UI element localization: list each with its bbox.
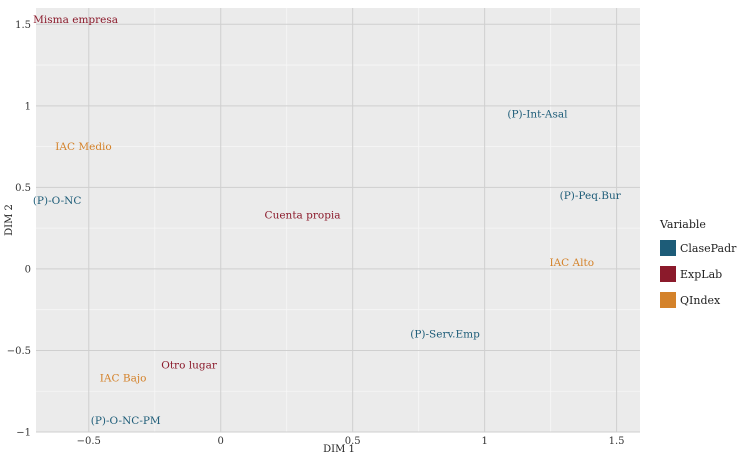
legend-item-clasepadre: ClasePadre [660,235,737,261]
point-label-iac-medio: IAC Medio [55,141,111,153]
point-label-p-o-nc-pm: (P)-O-NC-PM [91,415,161,427]
minor-gridlines [36,8,640,432]
legend-label-explab: ExpLab [680,267,723,281]
legend-title: Variable [660,218,706,231]
point-label-otro-lugar: Otro lugar [161,360,218,372]
legend: Variable ClasePadre ExpLab QIndex [660,218,737,313]
legend-label-qindex: QIndex [680,293,721,307]
y-tick-label: 1 [25,101,31,112]
x-tick-labels: −0.5 0 0.5 1 1.5 [77,436,625,447]
y-tick-label: 0 [25,264,31,275]
x-tick-label: −0.5 [77,436,101,447]
chart: −0.5 0 0.5 1 1.5 −1 −0.5 0 0.5 1 1.5 Misma empres… [4,8,640,455]
point-label-misma-empresa: Misma empresa [33,14,118,26]
y-tick-label: 1.5 [15,20,31,31]
point-label-p-o-nc: (P)-O-NC [33,195,82,207]
point-label-p-peq-bur: (P)-Peq.Bur [560,190,622,202]
y-tick-label: −1 [16,428,31,439]
x-tick-label: 0 [218,436,224,447]
legend-label-clasepadre: ClasePadre [680,241,737,255]
x-tick-label: 1 [481,436,487,447]
point-labels: Misma empresa (P)-Int-Asal IAC Medio (P)-Pe… [33,14,622,427]
point-label-p-serv-emp: (P)-Serv.Emp [410,329,480,341]
y-tick-label: 0.5 [15,183,31,194]
y-axis-title: DIM 2 [4,204,15,236]
legend-item-explab: ExpLab [660,261,737,287]
x-tick-label: 1.5 [609,436,625,447]
y-tick-labels: −1 −0.5 0 0.5 1 1.5 [7,20,31,439]
plot-panel [36,8,640,432]
legend-item-qindex: QIndex [660,287,737,313]
x-axis-title: DIM 1 [323,444,355,455]
legend-swatch-explab [660,266,676,282]
legend-swatch-clasepadre [660,240,676,256]
point-label-p-int-asal: (P)-Int-Asal [507,109,568,121]
legend-swatch-qindex [660,292,676,308]
point-label-iac-alto: IAC Alto [549,257,594,269]
point-label-cuenta-propia: Cuenta propia [265,210,341,222]
x-tick-label: 0.5 [345,436,361,447]
y-tick-label: −0.5 [7,346,31,357]
point-label-iac-bajo: IAC Bajo [100,373,147,385]
major-gridlines [36,8,640,433]
